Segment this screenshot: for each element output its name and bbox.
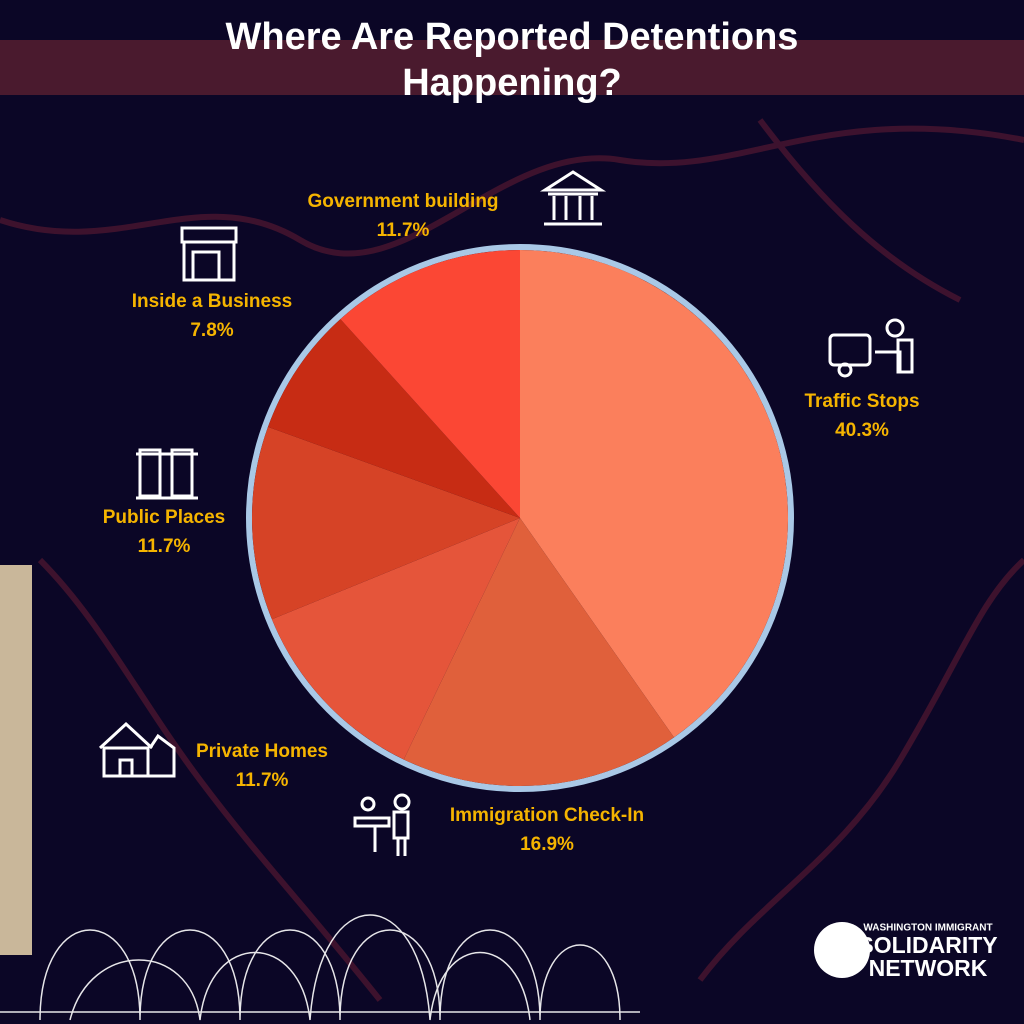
value-label: 7.8% <box>190 320 233 341</box>
slice-label: Private Homes <box>196 741 328 762</box>
icon-business <box>180 226 238 282</box>
pie-ring <box>246 244 794 792</box>
logo-text: WASHINGTON IMMIGRANT <box>863 923 992 934</box>
pie-slice <box>520 250 788 738</box>
slice-label: Immigration Check-In <box>450 805 644 826</box>
title-band <box>0 40 1024 95</box>
slice-label: Traffic Stops <box>804 391 919 412</box>
icon-checkin <box>353 793 411 856</box>
pie-slice <box>252 426 520 620</box>
barbed-wire <box>0 914 640 1021</box>
pie-slice <box>340 250 520 518</box>
logo-mark <box>814 922 870 978</box>
value-label: 11.7% <box>377 220 430 241</box>
logo-text: SOLIDARITY <box>858 932 997 958</box>
value-label: 11.7% <box>236 770 289 791</box>
icon-traffic <box>828 318 914 378</box>
value-label: 40.3% <box>835 420 889 441</box>
box-decoration <box>0 565 32 955</box>
labels: Traffic Stops 40.3% Immigration Check-In 16… <box>103 191 920 855</box>
logo-text: NETWORK <box>869 955 988 981</box>
slice-label: Government building <box>307 191 498 212</box>
slice-label: Public Places <box>103 507 226 528</box>
pie-slice <box>267 319 520 518</box>
value-label: 16.9% <box>520 834 574 855</box>
pie-slice <box>403 518 674 786</box>
chart-title: Where Are Reported Detentions Happening? <box>225 16 799 104</box>
icon-public <box>136 448 198 500</box>
map-decoration <box>0 118 1024 1002</box>
pie-slice <box>271 518 520 760</box>
icon-home <box>98 721 176 778</box>
pie <box>246 244 794 792</box>
slice-label: Inside a Business <box>132 291 293 312</box>
value-label: 11.7% <box>138 536 191 557</box>
icon-government <box>539 170 607 226</box>
